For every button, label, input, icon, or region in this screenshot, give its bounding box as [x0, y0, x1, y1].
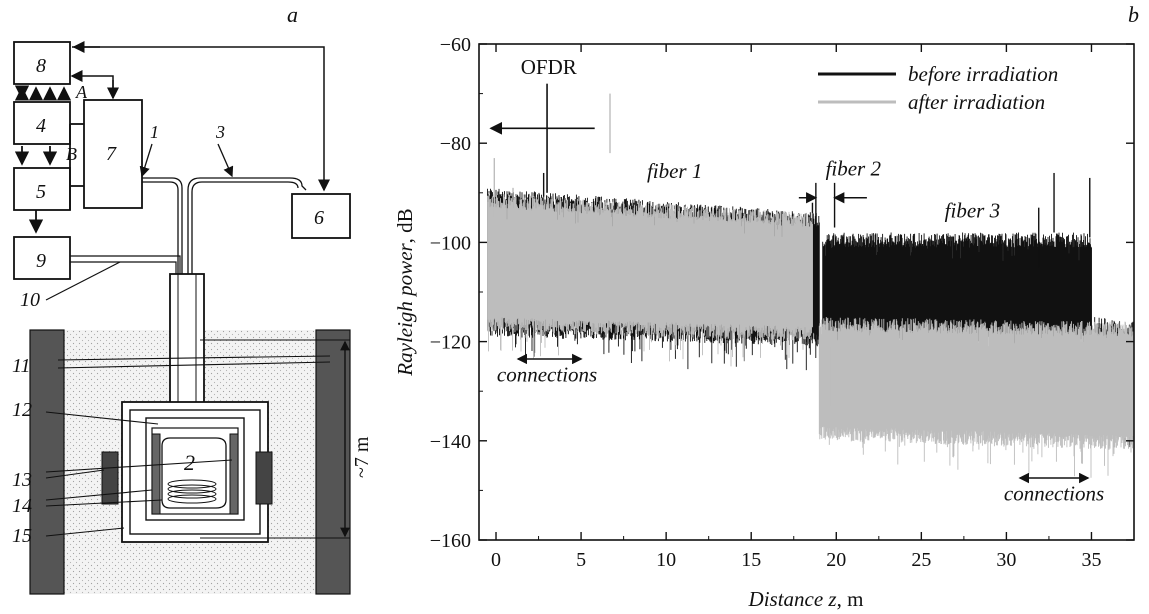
- shield-wall-left: [29, 329, 65, 595]
- block-5: [13, 167, 71, 211]
- panel-a-letter: a: [287, 2, 298, 27]
- annotation-fiber-2-2: fiber 2: [826, 156, 882, 180]
- y-tick-label-1: −140: [430, 431, 471, 453]
- block-6: [291, 193, 351, 239]
- line-label-A: A: [75, 82, 88, 102]
- annotations: OFDR fiber 1 fiber 2 fiber 3 connections conn…: [489, 55, 1104, 505]
- line-label-3: 3: [215, 122, 225, 142]
- depth-label: ~7 m: [351, 436, 373, 478]
- series-band-1-1: [818, 317, 1134, 478]
- y-axis-label: Rayleigh power, dB: [393, 208, 417, 376]
- control-lines: [70, 41, 330, 192]
- y-tick-label-5: −60: [440, 34, 471, 56]
- x-tick-label-6: 30: [996, 549, 1016, 571]
- series-band-0-1: [822, 232, 1092, 372]
- axes: 0 5 10 15 20 25 30 35 −160 −140 −120 −100 −80 −60: [430, 34, 1134, 571]
- line-label-1: 1: [150, 122, 159, 142]
- x-tick-label-0: 0: [491, 549, 501, 571]
- annotation-connections-5: connections: [1004, 481, 1104, 505]
- block-7: [83, 99, 143, 209]
- label-13: 13: [12, 469, 32, 491]
- x-axis-label: Distance z, m: [748, 587, 864, 611]
- x-tick-label-4: 20: [826, 549, 846, 571]
- label-3-arrow: [217, 143, 234, 178]
- block-8: [13, 41, 71, 85]
- label-15: 15: [12, 525, 32, 547]
- label-14: 14: [12, 495, 32, 517]
- x-tick-label-7: 35: [1081, 549, 1101, 571]
- block-7-label: 7: [106, 143, 117, 165]
- y-tick-label-0: −160: [430, 530, 471, 552]
- block-5-label: 5: [36, 181, 46, 203]
- series-after-irradiation: [487, 93, 1134, 478]
- y-tick-label-3: −100: [430, 232, 471, 254]
- bus-arrows-b: [14, 123, 84, 234]
- annotation-OFDR-0: OFDR: [521, 55, 577, 79]
- legend-label-0: before irradiation: [908, 62, 1058, 86]
- label-12: 12: [12, 399, 32, 421]
- block-8-label: 8: [36, 55, 46, 77]
- x-tick-label-1: 5: [576, 549, 586, 571]
- label-10-leader: [45, 261, 121, 301]
- legend: before irradiation after irradiation: [818, 62, 1058, 114]
- fibers: [142, 177, 307, 280]
- label-11: 11: [12, 355, 31, 377]
- block-4-label: 4: [36, 115, 46, 137]
- heater-right: [229, 433, 239, 515]
- cable-10: [70, 255, 181, 290]
- label-1-arrow: [139, 143, 153, 178]
- heater-left: [151, 433, 161, 515]
- label-10: 10: [20, 289, 40, 311]
- bus-arrows-a: [14, 85, 72, 101]
- y-tick-label-2: −120: [430, 332, 471, 354]
- leaders: [45, 339, 350, 539]
- plot-area: [487, 93, 1134, 478]
- annotation-fiber-1-1: fiber 1: [647, 159, 702, 183]
- block-9-label: 9: [36, 250, 46, 272]
- panel-b-chart: b 0 5 10 15 20 25 30 35 −160 −140 −120 −100 −80 −60 O…: [393, 2, 1139, 611]
- source-right: [255, 451, 273, 505]
- annotation-fiber-3-3: fiber 3: [945, 199, 1000, 223]
- line-label-B: B: [66, 144, 77, 164]
- x-tick-label-2: 10: [656, 549, 676, 571]
- x-tick-label-5: 25: [911, 549, 931, 571]
- series-band-1-0: [487, 193, 813, 367]
- block-4: [13, 101, 71, 145]
- y-tick-label-4: −80: [440, 133, 471, 155]
- block-6-label: 6: [314, 207, 324, 229]
- x-tick-label-3: 15: [741, 549, 761, 571]
- annotation-connections-4: connections: [497, 362, 597, 386]
- access-tube: [169, 273, 205, 405]
- fiber-coil: [167, 479, 217, 504]
- panel-b-letter: b: [1128, 2, 1139, 27]
- legend-label-1: after irradiation: [908, 90, 1045, 114]
- block-9: [13, 236, 71, 280]
- source-left: [101, 451, 119, 505]
- panel-a-setup-diagram: a 8 4 5 9 7 6 A B: [12, 2, 373, 595]
